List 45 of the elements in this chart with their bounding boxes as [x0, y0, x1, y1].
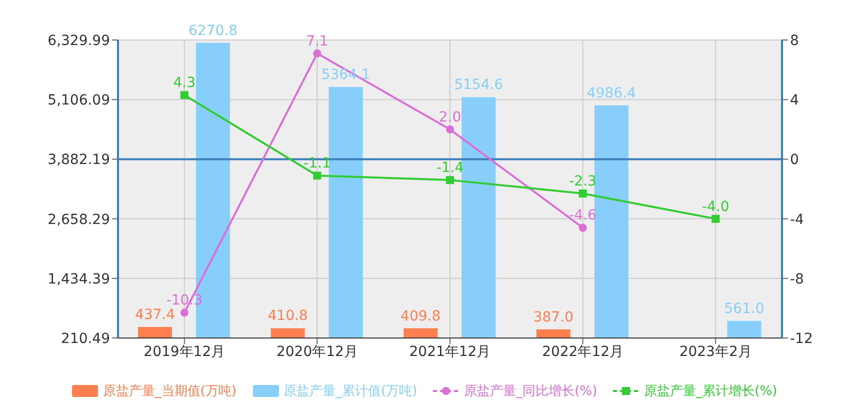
legend-label: 原盐产量_累计值(万吨)	[284, 383, 418, 400]
data-label: -1.1	[304, 156, 331, 172]
y2-tick-label: 4	[790, 92, 799, 109]
x-tick-label: 2021年12月	[409, 344, 491, 360]
legend-label: 原盐产量_当期值(万吨)	[102, 383, 236, 400]
x-tick-label: 2023年2月	[679, 344, 752, 360]
y-tick-label: 5,106.09	[48, 92, 110, 109]
data-label: -4.0	[702, 198, 730, 215]
data-label: 437.4	[134, 306, 176, 323]
y-tick-label: 6,329.99	[48, 32, 110, 49]
point	[180, 91, 188, 100]
x-tick-label: 2020年12月	[276, 344, 358, 360]
data-label: 410.8	[268, 308, 308, 324]
legend-label: 原盐产量_同比增长(%)	[464, 383, 598, 400]
y2-tick-label: 8	[790, 32, 799, 49]
point	[313, 49, 322, 58]
point	[446, 176, 454, 184]
data-label: 387.0	[533, 309, 574, 326]
data-label: -2.3	[569, 173, 596, 190]
point	[578, 189, 587, 198]
x-tick-label: 2019年12月	[144, 344, 226, 360]
y-tick-label: 210.49	[61, 330, 110, 347]
legend-label: 原盐产量_累计增长(%)	[644, 383, 778, 400]
point	[180, 308, 188, 317]
point	[313, 172, 322, 180]
data-label: 409.8	[400, 308, 441, 324]
y-tick-label: 1,434.39	[48, 271, 110, 288]
y-tick-label: 3,882.19	[48, 152, 110, 168]
data-label: 4986.4	[586, 85, 636, 102]
point	[446, 125, 454, 134]
point	[578, 224, 587, 232]
y2-tick-label: -8	[790, 271, 804, 288]
data-label: 7.1	[306, 33, 328, 50]
data-label: 4.3	[173, 75, 196, 92]
data-label: -1.4	[436, 160, 464, 176]
x-tick-label: 2022年12月	[542, 344, 624, 360]
data-label: 5154.6	[454, 77, 504, 94]
y2-tick-label: -4	[790, 212, 804, 228]
y2-tick-label: 0	[790, 152, 799, 168]
data-label: 2.0	[438, 109, 462, 126]
y-tick-label: 2,658.29	[48, 212, 110, 228]
data-label: 561.0	[724, 300, 764, 317]
y2-tick-label: -12	[790, 330, 813, 347]
data-label: 6270.8	[188, 22, 238, 39]
point	[712, 214, 720, 223]
